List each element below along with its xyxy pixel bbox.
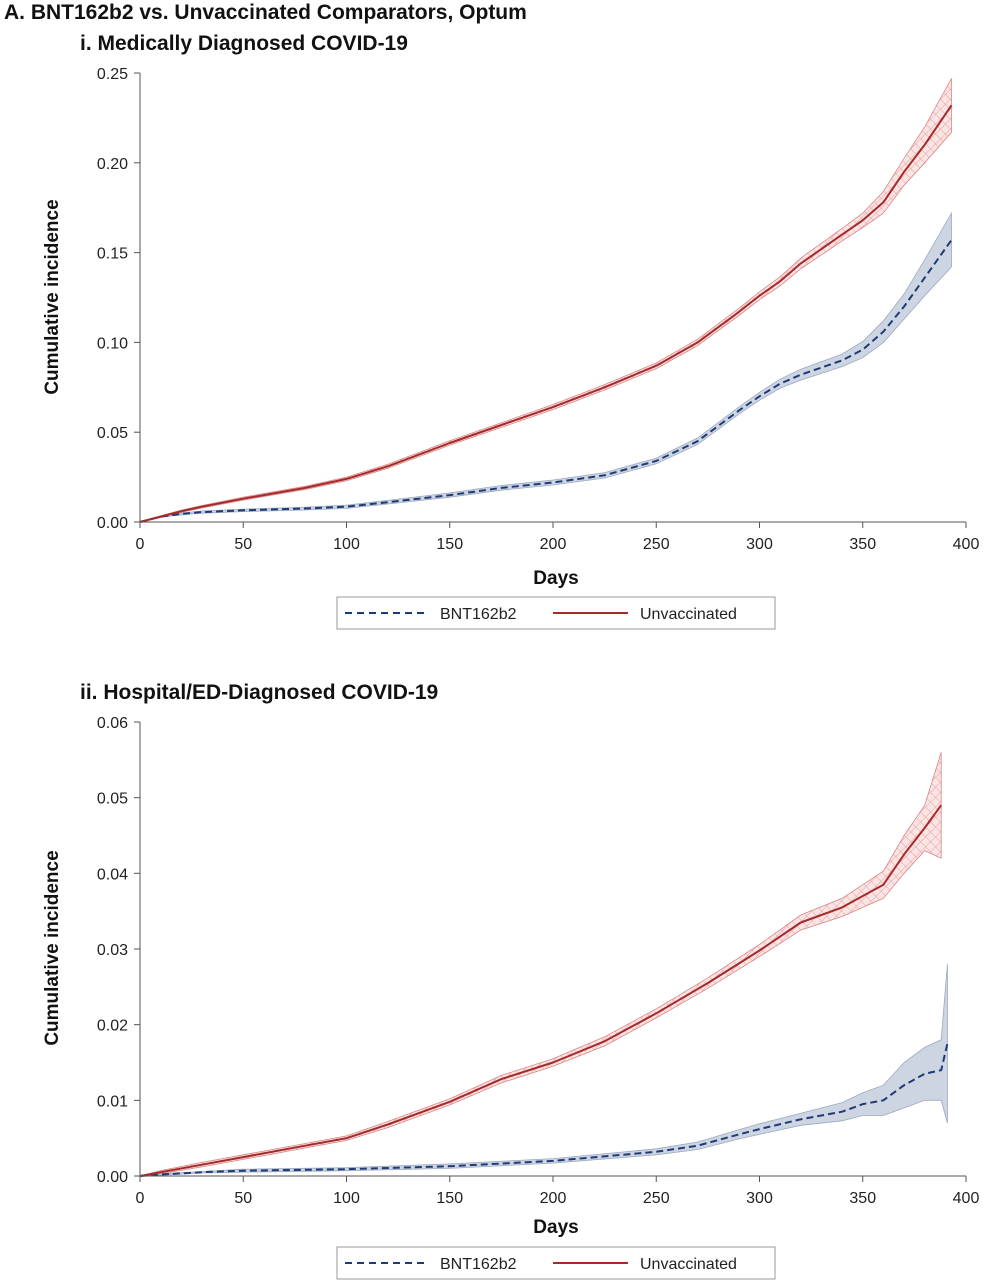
x-ticks: 0 50 100 150 200 250 300 350 400 (136, 1176, 980, 1207)
series-lines (139, 104, 953, 523)
x-tick-label: 0 (136, 536, 145, 553)
chart-title: ii. Hospital/ED-Diagnosed COVID-19 (80, 681, 438, 704)
x-tick-label: 350 (849, 1190, 876, 1207)
y-tick-label: 0.15 (97, 246, 128, 263)
y-axis-label: Cumulative incidence (42, 199, 63, 394)
chart-title: i. Medically Diagnosed COVID-19 (80, 32, 408, 55)
y-tick-label: 0.04 (97, 866, 128, 883)
x-tick-label: 50 (234, 536, 252, 553)
legend-label-unvaccinated: Unvaccinated (640, 1256, 737, 1273)
figure-title: A. BNT162b2 vs. Unvaccinated Comparators… (4, 1, 527, 24)
y-tick-label: 0.03 (97, 942, 128, 959)
x-tick-label: 100 (333, 1190, 360, 1207)
x-tick-label: 350 (849, 536, 876, 553)
legend-label-bnt162b2: BNT162b2 (440, 606, 517, 623)
x-tick-label: 250 (643, 536, 670, 553)
legend: BNT162b2 Unvaccinated (336, 1246, 776, 1280)
y-tick-label: 0.10 (97, 335, 128, 352)
confidence-bands (139, 78, 952, 523)
legend: BNT162b2 Unvaccinated (336, 596, 776, 630)
x-axis-label: Days (533, 568, 578, 589)
series-line-bnt162b2 (139, 1043, 949, 1177)
y-ticks: 0.00 0.01 0.02 0.03 0.04 0.05 0.06 (97, 715, 140, 1186)
x-tick-label: 200 (540, 1190, 567, 1207)
legend-label-unvaccinated: Unvaccinated (640, 606, 737, 623)
x-tick-label: 250 (643, 1190, 670, 1207)
ci-band-unvaccinated (139, 78, 952, 523)
y-tick-label: 0.05 (97, 791, 128, 808)
confidence-bands (139, 752, 948, 1177)
y-tick-label: 0.05 (97, 425, 128, 442)
x-tick-label: 50 (234, 1190, 252, 1207)
y-tick-label: 0.25 (97, 66, 128, 83)
x-tick-label: 150 (436, 1190, 463, 1207)
x-tick-label: 300 (746, 536, 773, 553)
chart-panel-medically-diagnosed: i. Medically Diagnosed COVID-19 0 50 100 15… (42, 32, 980, 630)
chart-panel-hospital-ed-diagnosed: ii. Hospital/ED-Diagnosed COVID-19 0 50 10… (42, 681, 980, 1280)
y-tick-label: 0.06 (97, 715, 128, 732)
x-tick-label: 0 (136, 1190, 145, 1207)
x-tick-label: 400 (953, 536, 980, 553)
x-ticks: 0 50 100 150 200 250 300 350 400 (136, 522, 980, 553)
axes (139, 73, 966, 523)
ci-band-bnt162b2 (139, 211, 952, 523)
y-tick-label: 0.20 (97, 156, 128, 173)
y-tick-label: 0.00 (97, 1169, 128, 1186)
x-tick-label: 200 (540, 536, 567, 553)
y-ticks: 0.00 0.05 0.10 0.15 0.20 0.25 (97, 66, 140, 532)
series-line-bnt162b2 (139, 239, 953, 523)
x-tick-label: 100 (333, 536, 360, 553)
series-line-unvaccinated (139, 104, 953, 523)
x-axis-label: Days (533, 1217, 578, 1238)
y-axis-label: Cumulative incidence (42, 850, 63, 1045)
ci-band-bnt162b2 (139, 964, 948, 1177)
y-tick-label: 0.02 (97, 1018, 128, 1035)
y-tick-label: 0.01 (97, 1093, 128, 1110)
legend-label-bnt162b2: BNT162b2 (440, 1256, 517, 1273)
y-tick-label: 0.00 (97, 515, 128, 532)
x-tick-label: 400 (953, 1190, 980, 1207)
x-tick-label: 300 (746, 1190, 773, 1207)
series-line-unvaccinated (139, 804, 943, 1177)
x-tick-label: 150 (436, 536, 463, 553)
series-lines (139, 804, 949, 1177)
